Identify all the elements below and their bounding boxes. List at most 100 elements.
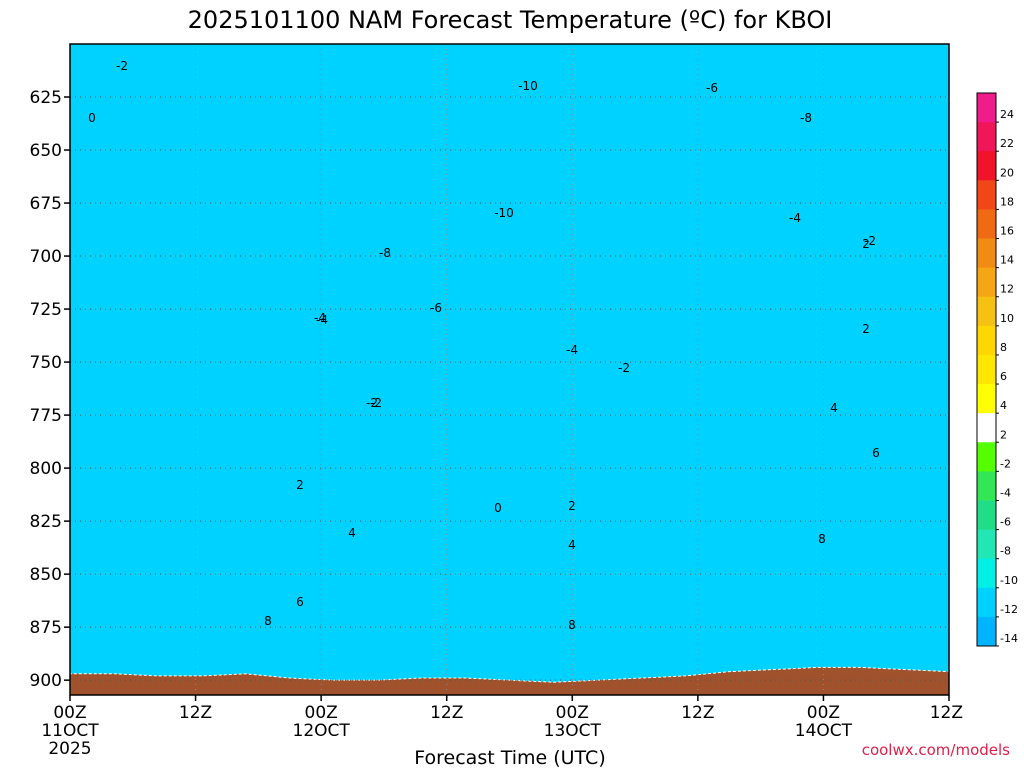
x-tick-label: 13OCT xyxy=(544,721,602,741)
colorbar-swatch xyxy=(977,122,996,152)
y-tick-label: 750 xyxy=(30,353,62,373)
contour-label: 0 xyxy=(88,111,96,125)
contour-label: -10 xyxy=(518,79,538,93)
colorbar-swatch xyxy=(977,93,996,123)
colorbar-swatch xyxy=(977,180,996,210)
colorbar-label: -4 xyxy=(1000,486,1011,499)
colorbar-label: 24 xyxy=(1000,108,1014,121)
contour-label: 2 xyxy=(296,478,304,492)
plot-area xyxy=(70,44,949,695)
x-tick-label: 12Z xyxy=(179,703,212,723)
y-tick-label: 775 xyxy=(30,406,62,426)
y-tick-label: 875 xyxy=(30,618,62,638)
colorbar-label: -12 xyxy=(1000,603,1018,616)
contour-label: -2 xyxy=(366,396,378,410)
colorbar: 24 22 20 18 16 14 12 10 8 6 4 2 -2 -4 -6 -8 -10 -12 -14 xyxy=(976,92,1018,647)
x-tick-label: 12Z xyxy=(430,703,463,723)
contour-label: -4 xyxy=(566,343,578,357)
contour-label: -6 xyxy=(706,81,718,95)
contour-label: 4 xyxy=(568,538,576,552)
colorbar-swatch xyxy=(977,471,996,501)
y-tick-label: 800 xyxy=(30,459,62,479)
contour-label: -4 xyxy=(316,313,328,327)
colorbar-label: 20 xyxy=(1000,166,1014,179)
x-tick-label: 11OCT xyxy=(41,721,99,741)
contour-label: -4 xyxy=(314,311,326,325)
colorbar-swatch xyxy=(977,209,996,240)
contour-label: 6 xyxy=(872,446,880,460)
zone-11 xyxy=(70,44,949,695)
credit-text: coolwx.com/models xyxy=(862,741,1010,759)
colorbar-label: -2 xyxy=(1000,457,1011,470)
y-tick-label: 725 xyxy=(30,300,62,320)
colorbar-label: -6 xyxy=(1000,516,1011,529)
colorbar-frame xyxy=(976,92,997,647)
contour-label: 8 xyxy=(818,532,826,546)
contour-label: -2 xyxy=(116,59,128,73)
x-tick-label: 12OCT xyxy=(293,721,351,741)
colorbar-swatch xyxy=(977,529,996,560)
colorbar-swatch xyxy=(977,267,996,298)
colorbar-label: -8 xyxy=(1000,545,1011,558)
colorbar-swatch xyxy=(977,587,996,618)
contour-label: 4 xyxy=(348,526,356,540)
colorbar-label: 10 xyxy=(1000,312,1014,325)
surface-ground xyxy=(70,666,949,695)
colorbar-label: 4 xyxy=(1000,399,1007,412)
colorbar-swatch xyxy=(977,238,996,269)
contour-label: -4 xyxy=(789,211,801,225)
x-tick-label: 00Z xyxy=(305,703,338,723)
y-tick-label: 650 xyxy=(30,141,62,161)
colorbar-label: -14 xyxy=(1000,632,1018,645)
contour-label: -10 xyxy=(494,206,514,220)
y-tick-label: 850 xyxy=(30,565,62,585)
contour-label: 6 xyxy=(296,595,304,609)
colorbar-label: 12 xyxy=(1000,283,1014,296)
contour-label: 8 xyxy=(264,614,272,628)
x-tick-label: 14OCT xyxy=(795,721,853,741)
colorbar-label: 14 xyxy=(1000,254,1014,267)
y-axis: 625 650 675 700 725 750 775 800 825 850 875 900 xyxy=(30,88,70,691)
x-tick-label: 2025 xyxy=(48,739,91,759)
colorbar-label: 22 xyxy=(1000,137,1014,150)
contour-label: -8 xyxy=(379,246,391,260)
colorbar-label: 6 xyxy=(1000,370,1007,383)
contour-label: -6 xyxy=(430,301,442,315)
colorbar-label: 18 xyxy=(1000,195,1014,208)
contour-label: -2 xyxy=(370,396,382,410)
contour-label: 2 xyxy=(568,499,576,513)
colorbar-swatch xyxy=(977,442,996,472)
colorbar-swatch xyxy=(977,413,996,443)
y-tick-label: 825 xyxy=(30,512,62,532)
y-tick-label: 675 xyxy=(30,194,62,214)
contour-label: 4 xyxy=(830,401,838,415)
colorbar-label: 16 xyxy=(1000,225,1014,238)
colorbar-swatch xyxy=(977,354,996,385)
plot-frame xyxy=(69,43,950,696)
colorbar-swatch xyxy=(977,296,996,327)
contour-label: -2 xyxy=(864,234,876,248)
x-tick-label: 00Z xyxy=(807,703,840,723)
colorbar-swatch xyxy=(977,616,996,647)
colorbar-swatch xyxy=(977,325,996,356)
x-tick-label: 12Z xyxy=(930,703,963,723)
contour-label: 2 xyxy=(862,237,870,251)
y-tick-label: 625 xyxy=(30,88,62,108)
colorbar-label: -10 xyxy=(1000,574,1018,587)
contour-label: -2 xyxy=(618,361,630,375)
contour-label: 8 xyxy=(568,618,576,632)
contour-label: 2 xyxy=(862,322,870,336)
y-tick-label: 700 xyxy=(30,247,62,267)
colorbar-swatch xyxy=(977,151,996,181)
colorbar-swatch xyxy=(977,384,996,414)
contour-label: -8 xyxy=(800,111,812,125)
colorbar-label: 2 xyxy=(1000,428,1007,441)
x-tick-label: 00Z xyxy=(556,703,589,723)
colorbar-label: 8 xyxy=(1000,341,1007,354)
x-tick-label: 12Z xyxy=(681,703,714,723)
colorbar-swatch xyxy=(977,558,996,589)
y-tick-label: 900 xyxy=(30,671,62,691)
